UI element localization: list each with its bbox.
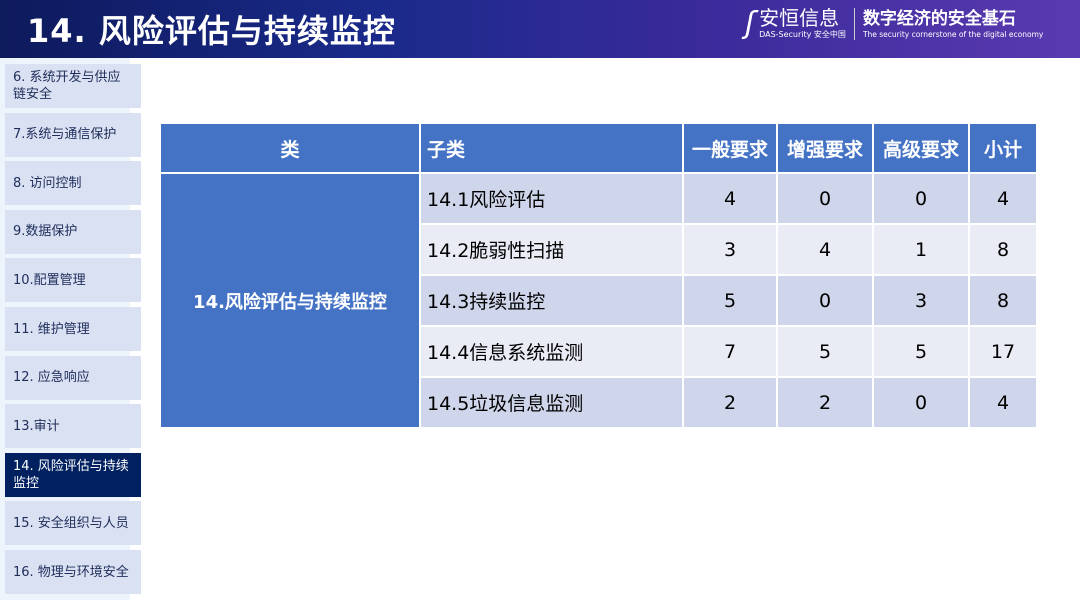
- sidebar-item[interactable]: 15. 安全组织与人员: [5, 501, 141, 546]
- page-title: 14. 风险评估与持续监控: [27, 12, 396, 50]
- sidebar-item[interactable]: 16. 物理与环境安全: [5, 550, 141, 594]
- general-cell: 5: [684, 276, 776, 325]
- table-row: 14.3持续监控 5 0 3 8: [161, 276, 1036, 325]
- logo-text-cn: 安恒信息: [759, 6, 840, 30]
- enhanced-cell: 2: [778, 378, 872, 427]
- general-cell: 4: [684, 174, 776, 223]
- header-general: 一般要求: [684, 124, 776, 172]
- total-cell: 8: [970, 225, 1036, 274]
- sidebar-nav: 6. 系统开发与供应链安全 7.系统与通信保护 8. 访问控制 9.数据保护 10.配置…: [0, 58, 141, 600]
- header-category: 类: [161, 124, 419, 172]
- general-cell: 7: [684, 327, 776, 376]
- table-row: 14.4信息系统监测 7 5 5 17: [161, 327, 1036, 376]
- total-cell: 17: [970, 327, 1036, 376]
- total-cell: 8: [970, 276, 1036, 325]
- total-cell: 4: [970, 174, 1036, 223]
- table-row: 14.风险评估与持续监控 14.1风险评估 4 0 0 4: [161, 174, 1036, 427]
- general-cell: 3: [684, 225, 776, 274]
- advanced-cell: 0: [874, 174, 968, 223]
- enhanced-cell: 0: [778, 276, 872, 325]
- sidebar-item[interactable]: 13.审计: [5, 404, 141, 449]
- subcategory-cell: 14.2脆弱性扫描: [421, 225, 682, 274]
- advanced-cell: 1: [874, 225, 968, 274]
- subcategory-cell: 14.3持续监控: [421, 276, 682, 325]
- category-cell: 14.风险评估与持续监控: [161, 174, 419, 427]
- logo-icon: ʃ: [745, 6, 756, 41]
- table-row: 14.2脆弱性扫描 3 4 1 8: [161, 225, 1036, 274]
- total-cell: 4: [970, 378, 1036, 427]
- subcategory-cell: 14.4信息系统监测: [421, 327, 682, 376]
- sidebar-item[interactable]: 9.数据保护: [5, 209, 141, 254]
- table-row: 14.5垃圾信息监测 2 2 0 4: [161, 378, 1036, 427]
- advanced-cell: 0: [874, 378, 968, 427]
- slogan-cn: 数字经济的安全基石: [862, 9, 1016, 29]
- enhanced-cell: 4: [778, 225, 872, 274]
- sidebar-item[interactable]: 10.配置管理: [5, 258, 141, 303]
- sidebar-item[interactable]: 7.系统与通信保护: [5, 112, 141, 157]
- logo-divider: [853, 7, 855, 40]
- enhanced-cell: 0: [778, 174, 872, 223]
- logo-text-en: DAS-Security 安全中国: [759, 30, 846, 39]
- general-cell: 2: [684, 378, 776, 427]
- header-total: 小计: [970, 124, 1036, 172]
- header-advanced: 高级要求: [874, 124, 968, 172]
- sidebar-item[interactable]: 8. 访问控制: [5, 161, 141, 206]
- header-banner: 14. 风险评估与持续监控 ʃ 安恒信息 DAS-Security 安全中国 数…: [0, 0, 1080, 58]
- enhanced-cell: 5: [778, 327, 872, 376]
- header-enhanced: 增强要求: [778, 124, 872, 172]
- advanced-cell: 5: [874, 327, 968, 376]
- subcategory-cell: 14.5垃圾信息监测: [421, 378, 682, 427]
- sidebar-item[interactable]: 14. 风险评估与持续监控: [5, 452, 141, 497]
- advanced-cell: 3: [874, 276, 968, 325]
- requirements-table: 类 子类 一般要求 增强要求 高级要求 小计 14.风险评估与持续监控 14.1风…: [159, 122, 1038, 429]
- table-header-row: 类 子类 一般要求 增强要求 高级要求 小计: [161, 124, 1036, 172]
- subcategory-cell: 14.1风险评估: [421, 174, 682, 223]
- sidebar-item[interactable]: 6. 系统开发与供应链安全: [5, 64, 141, 108]
- sidebar-item[interactable]: 11. 维护管理: [5, 307, 141, 351]
- company-logo: ʃ 安恒信息 DAS-Security 安全中国 数字经济的安全基石 The s…: [745, 6, 1043, 41]
- header-subcategory: 子类: [421, 124, 682, 172]
- sidebar-item[interactable]: 12. 应急响应: [5, 355, 141, 400]
- slogan-en: The security cornerstone of the digital …: [862, 30, 1044, 39]
